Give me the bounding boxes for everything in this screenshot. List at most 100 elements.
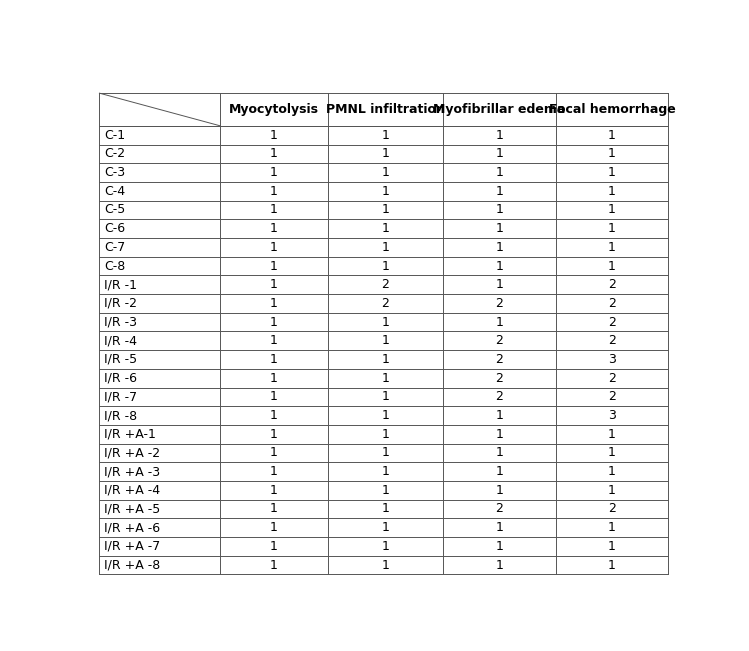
Text: 1: 1 (381, 447, 389, 460)
Text: C-1: C-1 (104, 129, 125, 142)
Text: 1: 1 (608, 559, 616, 572)
Text: I/R -6: I/R -6 (104, 372, 137, 385)
Text: 1: 1 (495, 166, 503, 179)
Text: 1: 1 (270, 372, 278, 385)
Text: 2: 2 (495, 372, 503, 385)
Text: C-5: C-5 (104, 204, 125, 217)
Text: 1: 1 (270, 278, 278, 291)
Text: I/R -4: I/R -4 (104, 334, 137, 347)
Text: 2: 2 (381, 278, 389, 291)
Text: I/R -1: I/R -1 (104, 278, 137, 291)
Text: 1: 1 (270, 465, 278, 478)
Text: 1: 1 (270, 166, 278, 179)
Text: 1: 1 (270, 204, 278, 217)
Text: I/R -7: I/R -7 (104, 391, 137, 404)
Text: 1: 1 (495, 185, 503, 198)
Text: 1: 1 (270, 334, 278, 347)
Text: 2: 2 (608, 297, 616, 310)
Text: 1: 1 (270, 409, 278, 422)
Text: C-4: C-4 (104, 185, 125, 198)
Text: I/R +A -6: I/R +A -6 (104, 521, 160, 534)
Text: 2: 2 (608, 372, 616, 385)
Text: PMNL infiltration: PMNL infiltration (326, 103, 445, 116)
Text: 2: 2 (608, 391, 616, 404)
Text: 1: 1 (381, 166, 389, 179)
Text: I/R +A -8: I/R +A -8 (104, 559, 160, 572)
Text: 1: 1 (381, 465, 389, 478)
Text: 1: 1 (381, 428, 389, 441)
Text: 1: 1 (495, 447, 503, 460)
Text: 1: 1 (608, 222, 616, 235)
Text: 1: 1 (495, 521, 503, 534)
Text: 1: 1 (270, 428, 278, 441)
Text: 1: 1 (270, 222, 278, 235)
Text: 1: 1 (495, 559, 503, 572)
Text: 2: 2 (495, 391, 503, 404)
Text: 1: 1 (495, 241, 503, 254)
Text: 1: 1 (381, 503, 389, 516)
Text: C-2: C-2 (104, 147, 125, 160)
Text: 1: 1 (608, 521, 616, 534)
Text: I/R -5: I/R -5 (104, 353, 137, 366)
Text: 1: 1 (381, 391, 389, 404)
Text: 1: 1 (381, 260, 389, 273)
Text: 1: 1 (608, 428, 616, 441)
Text: 1: 1 (495, 316, 503, 329)
Text: 1: 1 (270, 391, 278, 404)
Text: I/R +A -5: I/R +A -5 (104, 503, 160, 516)
Text: 1: 1 (381, 334, 389, 347)
Text: 1: 1 (381, 241, 389, 254)
Text: Myofibrillar edema: Myofibrillar edema (433, 103, 565, 116)
Text: 1: 1 (608, 204, 616, 217)
Text: 1: 1 (381, 521, 389, 534)
Text: 1: 1 (495, 409, 503, 422)
Text: 1: 1 (608, 260, 616, 273)
Text: 1: 1 (381, 372, 389, 385)
Text: 2: 2 (608, 503, 616, 516)
Text: 1: 1 (495, 204, 503, 217)
Text: 1: 1 (270, 129, 278, 142)
Text: 1: 1 (495, 540, 503, 553)
Text: C-8: C-8 (104, 260, 125, 273)
Text: 1: 1 (270, 297, 278, 310)
Text: I/R -2: I/R -2 (104, 297, 137, 310)
Text: 1: 1 (381, 222, 389, 235)
Text: 2: 2 (608, 316, 616, 329)
Text: 1: 1 (495, 129, 503, 142)
Text: 2: 2 (608, 334, 616, 347)
Text: 1: 1 (381, 540, 389, 553)
Text: 1: 1 (270, 484, 278, 497)
Text: 1: 1 (270, 260, 278, 273)
Text: 1: 1 (608, 540, 616, 553)
Text: 1: 1 (381, 409, 389, 422)
Text: 1: 1 (270, 241, 278, 254)
Text: 1: 1 (495, 465, 503, 478)
Text: 1: 1 (270, 185, 278, 198)
Text: 1: 1 (608, 185, 616, 198)
Text: 2: 2 (381, 297, 389, 310)
Text: C-6: C-6 (104, 222, 125, 235)
Text: I/R +A -7: I/R +A -7 (104, 540, 160, 553)
Text: 1: 1 (381, 559, 389, 572)
Text: Myocytolysis: Myocytolysis (229, 103, 319, 116)
Text: I/R +A -3: I/R +A -3 (104, 465, 160, 478)
Text: 1: 1 (381, 185, 389, 198)
Text: 2: 2 (495, 503, 503, 516)
Text: 1: 1 (608, 147, 616, 160)
Text: 1: 1 (381, 353, 389, 366)
Text: 3: 3 (608, 353, 616, 366)
Text: 1: 1 (270, 353, 278, 366)
Text: 1: 1 (608, 241, 616, 254)
Text: 1: 1 (608, 484, 616, 497)
Text: 1: 1 (270, 447, 278, 460)
Text: I/R +A -4: I/R +A -4 (104, 484, 160, 497)
Text: 1: 1 (381, 484, 389, 497)
Text: 2: 2 (495, 334, 503, 347)
Text: 1: 1 (381, 316, 389, 329)
Text: C-3: C-3 (104, 166, 125, 179)
Text: 1: 1 (381, 129, 389, 142)
Text: 3: 3 (608, 409, 616, 422)
Text: 1: 1 (608, 129, 616, 142)
Text: 1: 1 (495, 260, 503, 273)
Text: 1: 1 (381, 204, 389, 217)
